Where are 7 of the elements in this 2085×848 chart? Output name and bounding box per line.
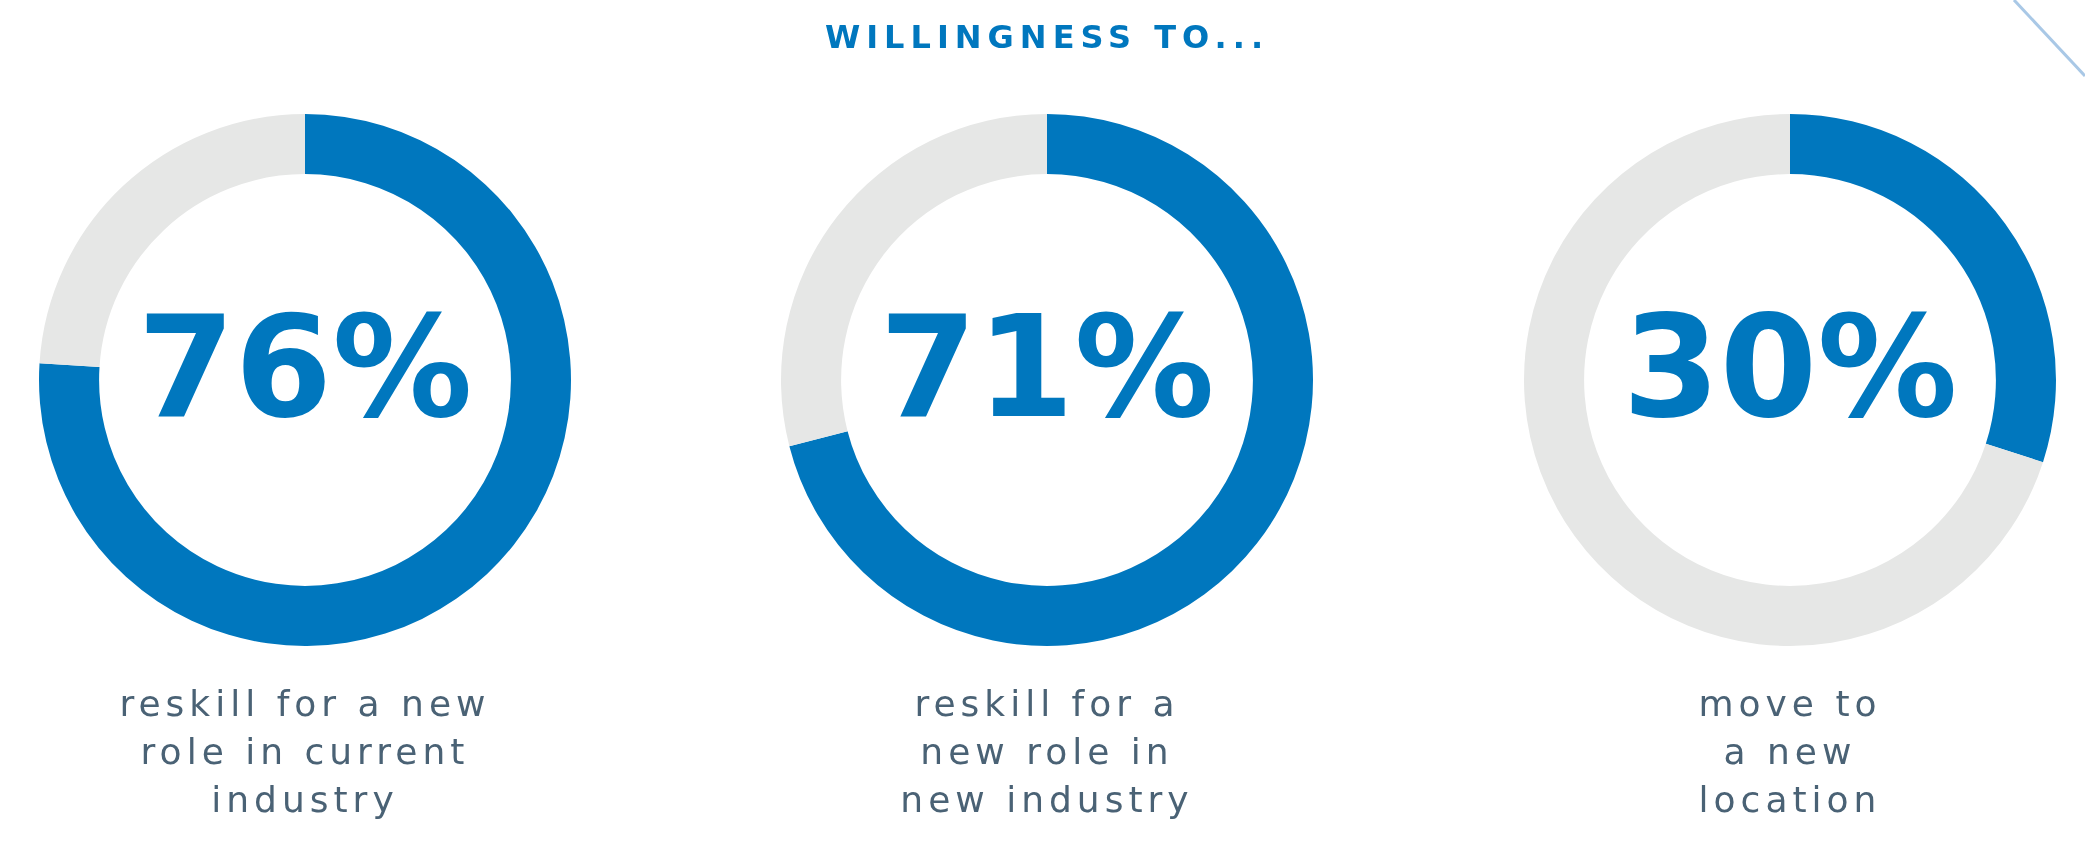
- data-label: 71%: [879, 286, 1215, 450]
- text: move to a new location: [1697, 682, 1883, 822]
- data-label: 30%: [1622, 286, 1958, 450]
- chart-title: WILLINGNESS TO...: [823, 18, 1271, 56]
- text: reskill for a new role in current industry: [118, 682, 492, 822]
- data-label: 76%: [137, 286, 473, 450]
- text: reskill for a new role in new industry: [899, 682, 1195, 822]
